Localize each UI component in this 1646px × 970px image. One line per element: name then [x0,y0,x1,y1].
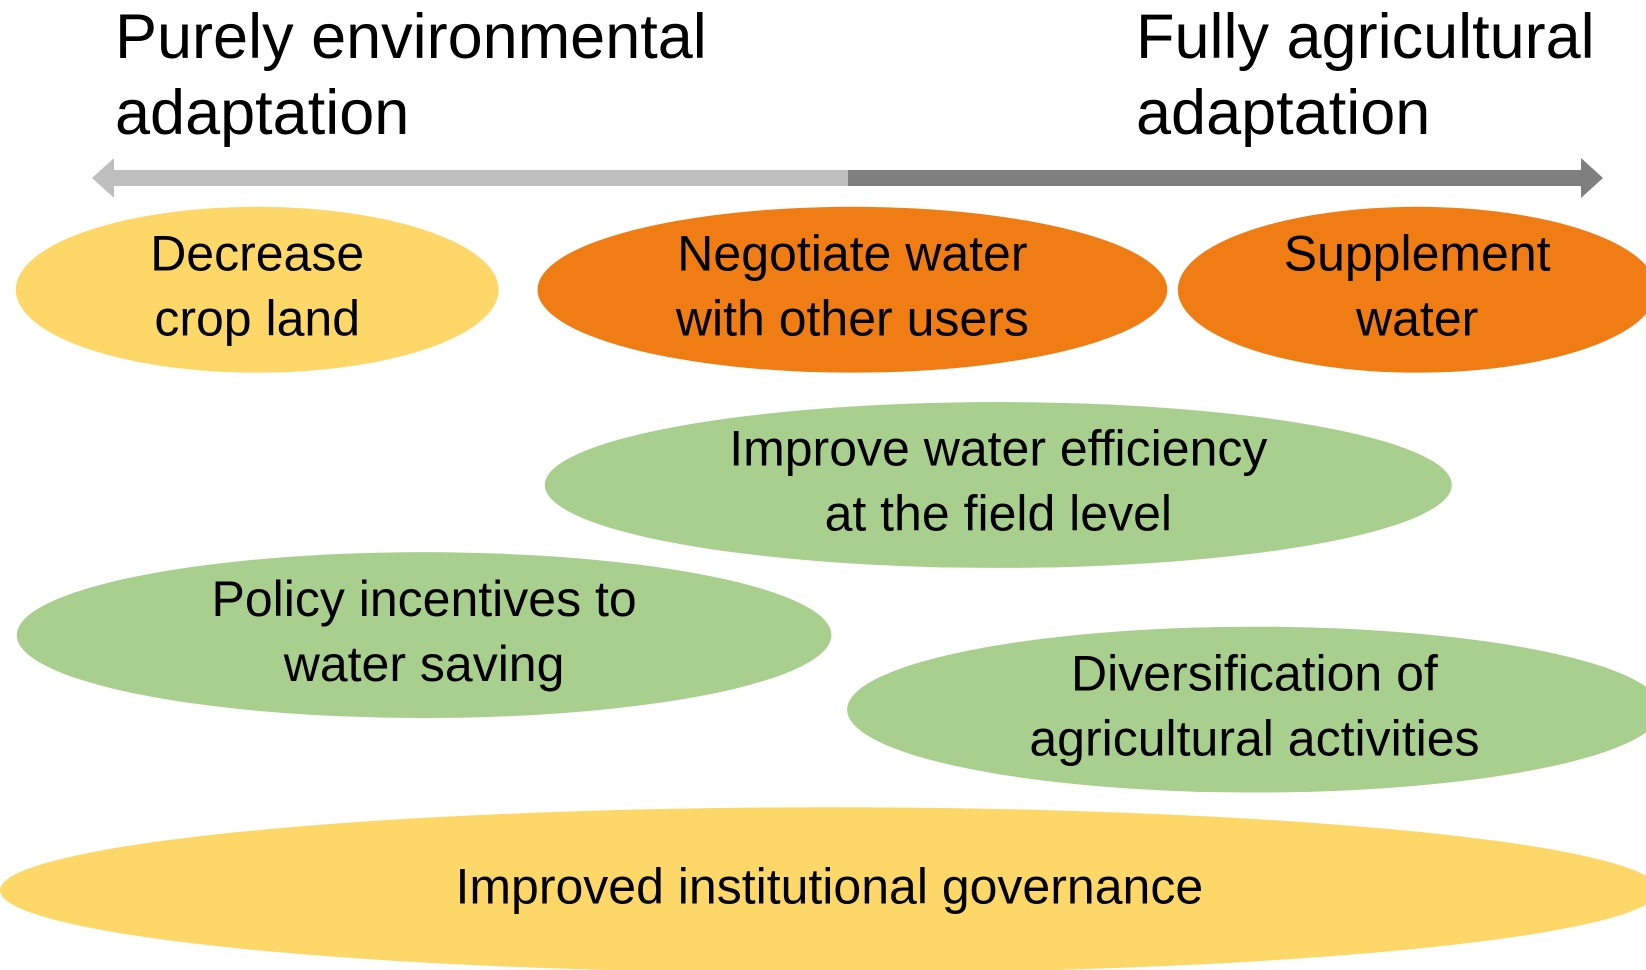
node-label: with other users [675,290,1029,346]
node-label: water saving [283,636,565,692]
node-label: Decrease [150,225,364,281]
node-ellipse [15,206,499,373]
node-ellipse [1177,206,1646,373]
arrow-right-segment [848,170,1593,186]
arrow-head-left [92,158,114,198]
right-end-label: adaptation [1136,78,1430,148]
node-label: Improved institutional governance [455,858,1203,914]
node-label: Negotiate water [677,225,1027,281]
node: Supplement water [1177,206,1646,373]
node: Decrease crop land [15,206,499,373]
axis-arrow [92,158,1603,198]
node-ellipse [537,206,1168,373]
node: Policy incentives to water saving [16,552,832,719]
node-ellipse [847,626,1646,793]
node: Improve water efficiency at the field lev… [544,402,1452,568]
left-end-label: adaptation [115,78,409,148]
arrow-head-right [1581,158,1603,198]
node: Improved institutional governance [0,807,1646,970]
arrow-left-segment [100,170,850,186]
node-label: crop land [154,290,360,346]
left-end-label: Purely environmental [115,2,707,72]
node-label: Improve water efficiency [729,421,1267,477]
node-ellipse [16,552,832,719]
node-label: Supplement [1284,225,1551,281]
node-label: at the field level [825,486,1172,542]
node: Negotiate water with other users [537,206,1168,373]
node-label: water [1355,290,1478,346]
node-label: Diversification of [1071,645,1438,701]
node-label: Policy incentives to [211,571,636,627]
node-label: agricultural activities [1029,710,1479,766]
node-ellipse [0,807,1646,970]
node-ellipse [544,402,1452,568]
right-end-label: Fully agricultural [1136,2,1595,72]
node: Diversification of agricultural activitie… [847,626,1646,793]
